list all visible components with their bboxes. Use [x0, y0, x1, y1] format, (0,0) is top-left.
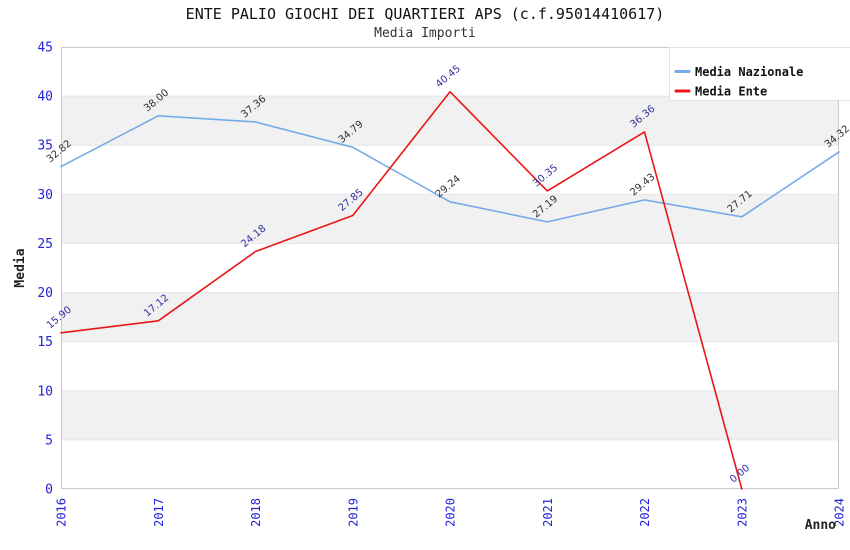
y-tick-label: 5: [45, 433, 53, 448]
x-tick-label: 2022: [638, 498, 652, 527]
y-tick-label: 35: [37, 139, 53, 154]
grid-band: [61, 243, 839, 293]
grid-band: [61, 439, 839, 489]
plot-border: [61, 47, 839, 489]
x-tick-label: 2018: [249, 498, 263, 527]
series-line-media-ente: [60, 90, 743, 490]
y-tick-label: 25: [37, 237, 53, 252]
grid-band: [61, 145, 839, 195]
chart-subtitle: Media Importi: [374, 26, 476, 41]
x-tick-label: 2021: [541, 498, 555, 527]
y-tick-label: 40: [37, 90, 53, 105]
y-tick-label: 20: [37, 286, 53, 301]
legend-label-media-nazionale: Media Nazionale: [695, 65, 803, 79]
x-tick-label: 2016: [55, 498, 69, 527]
y-tick-label: 45: [37, 41, 53, 56]
y-tick-label: 10: [37, 384, 53, 399]
grid-band: [61, 341, 839, 391]
legend-label-media-ente: Media Ente: [695, 85, 767, 99]
chart-title: ENTE PALIO GIOCHI DEI QUARTIERI APS (c.f…: [185, 5, 665, 23]
legend-box: [669, 47, 850, 101]
y-tick-label: 15: [37, 335, 53, 350]
grid-band: [61, 390, 839, 440]
x-axis-title: Anno: [805, 518, 836, 533]
x-tick-label: 2019: [346, 498, 360, 527]
grid-band: [61, 96, 839, 146]
grid-band: [61, 292, 839, 342]
y-axis-title: Media: [13, 248, 28, 287]
x-tick-label: 2017: [152, 498, 166, 527]
y-tick-label: 0: [45, 483, 53, 498]
series-line-media-nazionale: [60, 115, 840, 223]
x-tick-label: 2024: [833, 498, 847, 527]
x-tick-label: 2020: [444, 498, 458, 527]
y-tick-label: 30: [37, 188, 53, 203]
x-tick-label: 2023: [735, 498, 749, 527]
